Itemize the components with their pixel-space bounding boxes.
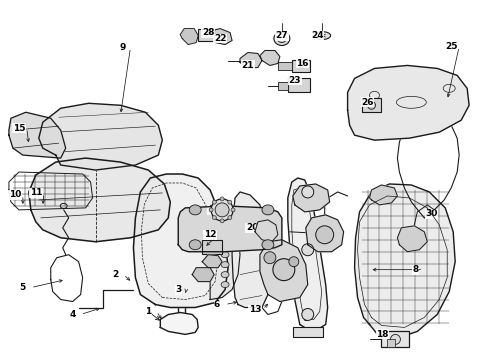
Bar [198, 28, 214, 41]
Ellipse shape [212, 200, 216, 204]
Text: 21: 21 [242, 61, 254, 70]
Ellipse shape [212, 216, 216, 220]
Bar [288, 78, 310, 92]
Text: 1: 1 [145, 307, 151, 316]
Ellipse shape [391, 334, 400, 345]
Ellipse shape [221, 272, 229, 278]
Ellipse shape [274, 32, 290, 45]
Polygon shape [133, 174, 228, 307]
Ellipse shape [221, 232, 229, 238]
Text: 2: 2 [112, 270, 119, 279]
Bar [293, 328, 323, 337]
Polygon shape [255, 220, 278, 242]
Polygon shape [232, 192, 268, 307]
Bar [362, 98, 382, 112]
Polygon shape [202, 255, 222, 268]
Ellipse shape [215, 203, 229, 217]
Polygon shape [210, 28, 232, 45]
Text: 14: 14 [308, 230, 321, 239]
Ellipse shape [264, 252, 276, 264]
Text: 19: 19 [312, 192, 324, 201]
Polygon shape [9, 112, 66, 158]
Ellipse shape [302, 244, 314, 256]
Text: 26: 26 [361, 98, 374, 107]
Text: 20: 20 [246, 223, 258, 232]
Ellipse shape [221, 262, 229, 268]
Ellipse shape [302, 186, 314, 198]
Bar [278, 62, 292, 71]
Polygon shape [208, 210, 240, 300]
Ellipse shape [189, 205, 201, 215]
Ellipse shape [221, 282, 229, 288]
Ellipse shape [277, 35, 286, 42]
Polygon shape [397, 226, 427, 252]
Ellipse shape [368, 101, 375, 109]
Ellipse shape [211, 199, 233, 221]
Polygon shape [178, 206, 282, 252]
Polygon shape [288, 178, 328, 329]
Ellipse shape [316, 226, 334, 244]
Text: 5: 5 [20, 283, 26, 292]
Text: 7: 7 [305, 310, 311, 319]
Bar [292, 60, 310, 72]
Bar [388, 339, 395, 347]
Text: 8: 8 [412, 265, 418, 274]
Polygon shape [260, 240, 308, 302]
Ellipse shape [209, 208, 213, 212]
Bar [278, 82, 288, 90]
Text: 24: 24 [312, 31, 324, 40]
Text: 11: 11 [29, 188, 42, 197]
Ellipse shape [220, 219, 224, 223]
Polygon shape [192, 268, 214, 282]
Text: 10: 10 [9, 190, 21, 199]
Polygon shape [39, 103, 162, 170]
Bar [382, 332, 409, 347]
Ellipse shape [262, 205, 274, 215]
Text: 13: 13 [249, 305, 261, 314]
Polygon shape [369, 185, 397, 205]
Text: 4: 4 [70, 310, 76, 319]
Polygon shape [293, 184, 330, 212]
Ellipse shape [228, 216, 232, 220]
Polygon shape [180, 28, 198, 45]
Text: 17: 17 [208, 206, 220, 215]
Ellipse shape [262, 240, 274, 250]
Polygon shape [260, 50, 280, 66]
Text: 16: 16 [296, 59, 309, 68]
Text: 28: 28 [202, 28, 215, 37]
Text: 27: 27 [275, 31, 288, 40]
Text: 1: 1 [145, 307, 151, 316]
Polygon shape [240, 53, 262, 68]
Text: 25: 25 [445, 42, 458, 51]
Ellipse shape [273, 259, 295, 280]
Text: 31: 31 [401, 238, 414, 247]
Ellipse shape [289, 257, 299, 267]
Text: 9: 9 [119, 43, 125, 52]
Bar [202, 240, 222, 254]
Text: 3: 3 [175, 285, 181, 294]
Ellipse shape [313, 32, 331, 40]
Text: 30: 30 [425, 210, 438, 219]
Ellipse shape [221, 252, 229, 258]
Polygon shape [306, 215, 343, 252]
Ellipse shape [302, 309, 314, 320]
Text: 15: 15 [13, 124, 25, 133]
Polygon shape [29, 158, 171, 242]
Polygon shape [160, 312, 198, 334]
Text: 6: 6 [214, 300, 220, 309]
Text: 23: 23 [289, 76, 301, 85]
Text: 29: 29 [378, 192, 391, 201]
Polygon shape [347, 66, 469, 140]
Text: 18: 18 [376, 330, 389, 339]
Ellipse shape [221, 242, 229, 248]
Ellipse shape [228, 200, 232, 204]
Text: 22: 22 [214, 34, 226, 43]
Ellipse shape [189, 240, 201, 250]
Text: 12: 12 [204, 230, 217, 239]
Ellipse shape [220, 197, 224, 201]
Ellipse shape [231, 208, 235, 212]
Polygon shape [355, 184, 455, 337]
